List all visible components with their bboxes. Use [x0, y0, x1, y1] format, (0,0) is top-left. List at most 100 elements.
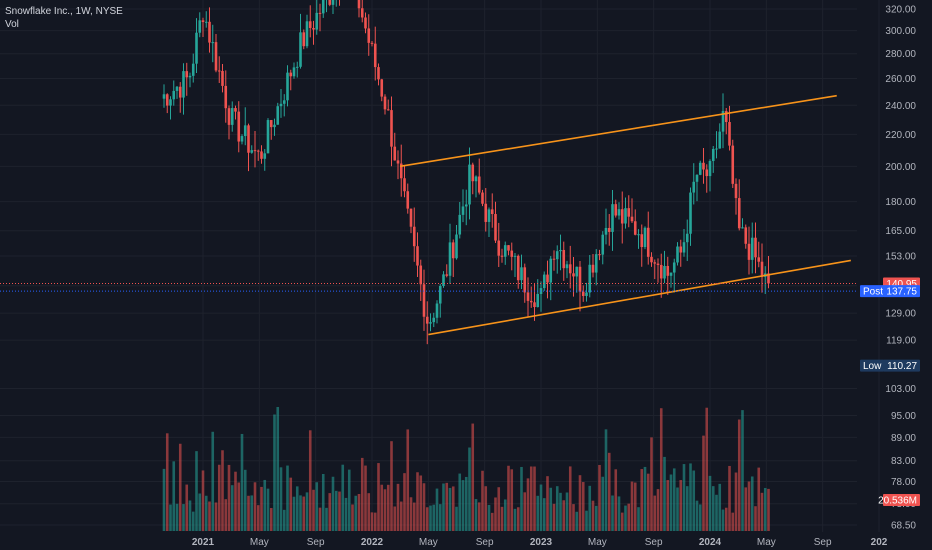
candle-body — [240, 136, 244, 142]
volume-bar — [581, 482, 585, 531]
candle-body — [653, 262, 657, 264]
volume-bar — [182, 504, 185, 531]
candle-body — [321, 0, 325, 14]
volume-bar — [308, 430, 312, 531]
candle-body — [461, 206, 465, 215]
candle-body — [435, 303, 439, 318]
volume-bar — [334, 490, 338, 531]
candle-body — [516, 255, 520, 281]
volume-bar — [438, 504, 442, 531]
candle-body — [555, 251, 559, 260]
candle-body — [302, 32, 306, 47]
candle-body — [260, 151, 263, 159]
volume-bar — [747, 481, 751, 531]
volume-bar — [360, 457, 364, 531]
candle-body — [546, 274, 549, 283]
volume-bar — [757, 467, 761, 531]
candle-body — [650, 256, 653, 263]
volume-bar — [175, 503, 179, 531]
volume-bar — [526, 478, 530, 531]
candle-body — [182, 71, 185, 98]
volume-bar — [734, 472, 738, 531]
price-tick-label: 300.00 — [885, 26, 916, 37]
volume-bar — [575, 511, 579, 531]
candle-body — [646, 227, 650, 257]
volume-bar — [572, 504, 575, 531]
volume-bar — [617, 496, 621, 531]
volume-bar — [767, 488, 770, 531]
candle-body — [698, 162, 702, 175]
volume-bar — [191, 511, 195, 531]
candle-body — [601, 234, 605, 255]
volume-bar — [273, 414, 276, 531]
candle-body — [500, 255, 504, 257]
volume-bar — [230, 485, 234, 531]
candle-body — [760, 261, 764, 277]
volume-bar — [321, 473, 325, 531]
post-market-badge[interactable]: Post 137.75 — [860, 285, 920, 298]
price-axis[interactable]: 320.00 300.00 280.00 260.00 240.00 220.00 200.… — [860, 5, 920, 532]
volume-bar — [269, 508, 273, 531]
volume-bar — [760, 492, 764, 531]
candle-body — [162, 94, 166, 99]
candle-body — [165, 94, 169, 106]
volume-bar — [711, 486, 715, 531]
candle-body — [198, 20, 202, 33]
low-price-badge[interactable]: Low 110.27 — [860, 359, 920, 373]
volume-bar — [741, 410, 744, 531]
time-axis[interactable]: 2021 May Sep 2022 May Sep 2023 May Sep 2024 May Sep… — [192, 537, 888, 548]
volume-bar — [276, 406, 280, 531]
volume-legend-label[interactable]: Vol — [5, 19, 19, 30]
volume-bar — [604, 429, 608, 531]
candle-body — [513, 255, 517, 257]
volume-bar — [373, 512, 377, 531]
volume-bar — [653, 495, 657, 531]
price-tick-label: 280.00 — [885, 49, 916, 60]
volume-bar — [247, 495, 250, 531]
volume-bar — [614, 469, 618, 531]
candle-body — [214, 42, 218, 71]
volume-bar — [497, 487, 501, 531]
candle-body — [754, 237, 757, 258]
candle-body — [741, 227, 744, 229]
candle-body — [201, 20, 205, 23]
volume-value-badge[interactable]: 20.536M — [878, 494, 920, 507]
time-tick-label: 2023 — [530, 537, 553, 548]
candle-body — [377, 67, 380, 80]
volume-bar — [620, 512, 624, 531]
candle-body — [227, 108, 231, 125]
candle-body — [442, 274, 445, 287]
volume-bar — [234, 471, 237, 531]
volume-bar — [539, 484, 543, 531]
symbol-title[interactable]: Snowflake Inc., 1W, NYSE — [5, 6, 123, 17]
candle-body — [172, 90, 176, 100]
volume-bar — [510, 469, 514, 531]
volume-bar — [715, 494, 718, 531]
channel-lines[interactable] — [400, 94, 851, 336]
volume-bar — [399, 501, 403, 531]
volume-bar — [312, 489, 315, 531]
volume-bar — [172, 461, 176, 531]
candle-body — [490, 209, 494, 215]
volume-bar — [386, 484, 390, 531]
volume-bar — [503, 499, 507, 531]
volume-bar — [695, 500, 699, 531]
candle-body — [292, 67, 296, 77]
volume-bar — [217, 464, 221, 531]
candle-body — [422, 284, 426, 317]
time-tick-label: 202 — [871, 537, 888, 548]
candle-body — [536, 293, 540, 308]
volume-bar — [380, 484, 384, 531]
volume-bar — [347, 469, 351, 531]
candle-body — [679, 246, 683, 253]
candle-body — [185, 71, 189, 78]
candle-body — [757, 257, 761, 262]
volume-bar — [367, 493, 371, 531]
volume-bar — [221, 450, 224, 531]
volume-bar — [204, 495, 208, 531]
candle-body — [474, 176, 478, 182]
candle-body — [747, 243, 751, 260]
volume-bar — [666, 480, 670, 531]
volume-bar — [188, 500, 192, 531]
